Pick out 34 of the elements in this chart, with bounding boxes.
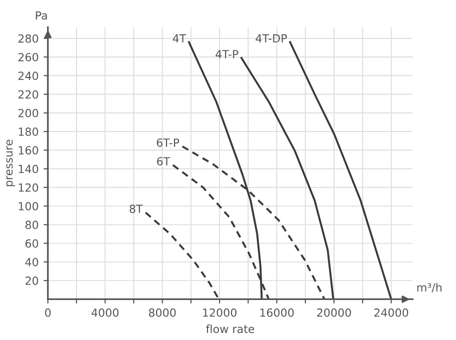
- text: Pa: [36, 11, 47, 20]
- x-tick-label: 0: [45, 308, 51, 317]
- series-label: 4T: [172, 34, 186, 42]
- y-tick-label: 120: [18, 183, 38, 192]
- x-axis-title: flow rate: [206, 324, 254, 334]
- series-label: 4T-DP: [256, 34, 287, 42]
- x-tick-label: 16000: [260, 308, 294, 317]
- y-tick-label: 280: [18, 34, 38, 43]
- y-axis-title: pressure: [6, 140, 15, 186]
- y-tick-label: 200: [18, 108, 38, 118]
- x-tick-label: 20000: [317, 308, 351, 317]
- x-tick-label: 4000: [92, 308, 119, 317]
- series-label: 8T: [130, 204, 143, 214]
- series-label: 4T-P: [216, 50, 238, 58]
- y-tick-label: 80: [25, 220, 38, 230]
- text: m³/h: [417, 283, 442, 292]
- y-tick-label: 40: [25, 258, 38, 266]
- y-tick-label: 140: [18, 164, 38, 174]
- y-tick-label: 100: [18, 202, 38, 210]
- x-tick-label: 24000: [374, 308, 408, 317]
- line-series: [144, 212, 220, 300]
- y-tick-label: 240: [18, 72, 38, 80]
- x-tick-label: 8000: [148, 308, 176, 317]
- y-tick-label: 20: [26, 276, 38, 285]
- line-series: [289, 41, 392, 300]
- y-tick-label: 160: [18, 146, 38, 155]
- series-label: 6T: [157, 157, 170, 166]
- series-label: 6T-P: [156, 138, 180, 147]
- y-tick-label: 220: [18, 90, 38, 99]
- x-tick-label: 12000: [203, 308, 236, 317]
- line-series: [240, 56, 334, 300]
- y-tick-label: 180: [18, 128, 38, 136]
- y-tick-label: 260: [18, 52, 38, 62]
- y-tick-label: 60: [25, 239, 38, 248]
